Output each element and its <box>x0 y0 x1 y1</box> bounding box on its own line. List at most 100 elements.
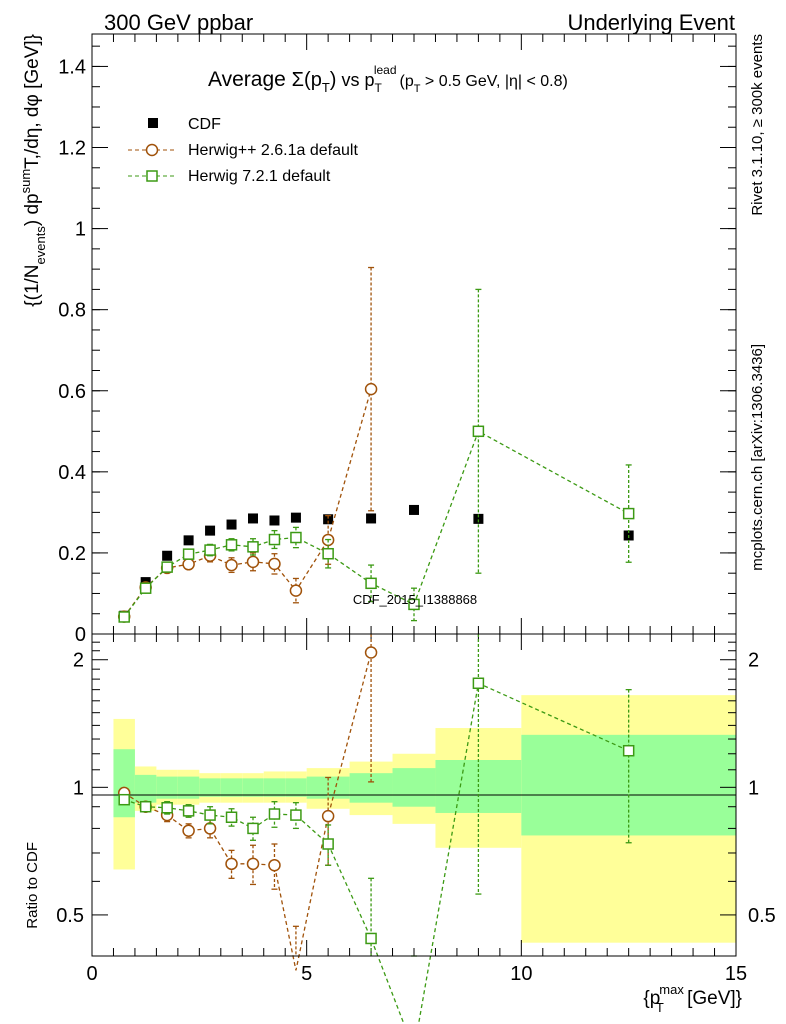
legend: CDF Herwig++ 2.6.1a default Herwig 7.2.1… <box>128 116 358 185</box>
ratio-herwig7-point <box>161 801 173 814</box>
stat-uncertainty-band <box>349 773 393 803</box>
y-tick-label: 0 <box>75 624 86 646</box>
main-y-tick-labels: 0 0.2 0.4 0.6 0.8 1 1.2 1.4 <box>58 56 86 646</box>
ratio-herwigpp-point <box>268 858 281 872</box>
cdf-point <box>473 513 484 524</box>
herwigpp-point <box>289 584 303 597</box>
x-axis-label: {pmax T [GeV]} <box>643 982 742 1015</box>
ratio-herwig7-point <box>225 811 238 823</box>
legend-herwigpp-marker <box>145 143 159 157</box>
stat-uncertainty-band <box>285 778 307 797</box>
main-series <box>117 266 635 623</box>
legend-cdf-label: CDF <box>188 116 221 133</box>
ratio-y-tick-label-right: 2 <box>748 650 759 672</box>
ratio-herwig7-point <box>118 793 130 806</box>
ratio-herwig7-point <box>139 800 152 813</box>
analysis-watermark: CDF_2015_I1388868 <box>353 592 477 607</box>
ratio-herwig7-point <box>622 744 635 757</box>
stat-uncertainty-band <box>113 749 135 818</box>
ratio-frame <box>91 633 737 957</box>
ratio-herwig7-point <box>365 932 377 945</box>
ratio-y-tick-label-right: 0.5 <box>748 905 776 927</box>
x-tick-label: 10 <box>510 963 532 985</box>
ratio-series-line-0 <box>123 652 372 971</box>
cdf-point <box>226 519 237 530</box>
ratio-herwigpp-point <box>246 857 260 871</box>
y-tick-label: 0.4 <box>58 462 86 484</box>
herwigpp-point <box>182 558 195 571</box>
herwig7-point <box>204 544 216 556</box>
ratio-herwig7-point <box>247 822 259 835</box>
ratio-herwig7-point <box>322 838 334 850</box>
legend-herwigpp-label: Herwig++ 2.6.1a default <box>188 142 358 159</box>
header-right: Underlying Event <box>567 10 735 35</box>
cdf-point <box>205 525 216 536</box>
cdf-point <box>290 512 301 523</box>
legend-cdf-marker <box>148 118 158 128</box>
herwig7-point <box>225 539 238 551</box>
ratio-y-tick-label: 1 <box>73 777 84 799</box>
cdf-point <box>269 515 280 526</box>
ratio-series <box>117 634 635 1024</box>
herwig7-point <box>408 598 420 611</box>
y-tick-label: 0.6 <box>58 381 86 403</box>
ratio-panel: 0.5 0.5 1 1 2 2 0 5 10 15 Ratio to CDF {pmax T [G… <box>24 633 776 1024</box>
x-tick-labels: 0 5 10 15 <box>86 963 747 985</box>
stat-uncertainty-band <box>177 776 200 799</box>
legend-herwig7-marker <box>146 170 158 182</box>
stat-uncertainty-band <box>134 774 157 803</box>
ratio-herwigpp-point <box>182 824 195 837</box>
x-tick-label: 0 <box>86 963 97 985</box>
cdf-point <box>409 504 419 515</box>
ratio-herwigpp-point <box>203 822 217 835</box>
herwig7-point <box>622 507 635 520</box>
x-tick-label: 15 <box>725 963 747 985</box>
ratio-y-tick-label: 0.5 <box>56 905 84 927</box>
herwigpp-point <box>225 558 238 572</box>
ratio-herwigpp-point <box>321 809 335 823</box>
herwig7-point <box>268 533 281 546</box>
herwigpp-point <box>246 555 260 569</box>
cdf-point <box>162 550 173 561</box>
y-tick-label: 1.4 <box>58 56 86 78</box>
herwig7-point <box>322 547 334 560</box>
main-panel: 0 0.2 0.4 0.6 0.8 1 1.2 1.4 Average Σ(pT) vs pT… <box>18 33 737 646</box>
ratio-herwigpp-point <box>364 646 378 659</box>
herwig7-point <box>472 425 485 438</box>
y-tick-label: 0.8 <box>58 300 86 322</box>
herwig7-point <box>290 531 302 544</box>
ratio-herwig7-point <box>204 809 216 821</box>
series-line-2 <box>123 430 629 618</box>
ratio-y-tick-labels: 0.5 0.5 1 1 2 2 <box>56 650 776 927</box>
ratio-y-tick-label: 2 <box>73 650 84 672</box>
cdf-point <box>366 513 377 524</box>
stat-uncertainty-band <box>392 768 436 807</box>
y-tick-label: 0.2 <box>58 543 86 565</box>
mcplots-label: mcplots.cern.ch [arXiv:1306.3436] <box>749 344 766 571</box>
ratio-y-tick-label-right: 1 <box>748 777 759 799</box>
y-tick-label: 1.2 <box>58 138 86 160</box>
stat-uncertainty-band <box>263 778 286 797</box>
ratio-herwig7-point <box>472 677 485 690</box>
herwig7-point <box>182 548 195 560</box>
herwigpp-point <box>268 557 281 571</box>
herwig7-point <box>139 582 152 594</box>
ratio-herwigpp-point <box>225 857 238 871</box>
ratio-herwig7-point <box>268 808 281 820</box>
ratio-herwig7-point <box>290 809 302 821</box>
ratio-y-axis-label: Ratio to CDF <box>24 842 41 929</box>
herwig7-point <box>118 611 130 623</box>
series-line-1 <box>123 388 372 617</box>
cdf-point <box>248 513 258 524</box>
herwig7-point <box>247 541 259 553</box>
stat-uncertainty-band <box>242 778 264 797</box>
stat-uncertainty-band <box>220 778 243 797</box>
herwigpp-point <box>364 382 378 396</box>
chart-title: Average Σ(pT) vs pTlead(pT > 0.5 GeV, |η… <box>208 63 568 95</box>
stat-uncertainty-band <box>199 778 221 797</box>
herwig7-point <box>161 561 173 573</box>
legend-herwig7-label: Herwig 7.2.1 default <box>188 168 331 185</box>
herwig7-point <box>365 577 377 590</box>
rivet-label: Rivet 3.1.10, ≥ 300k events <box>749 34 766 216</box>
